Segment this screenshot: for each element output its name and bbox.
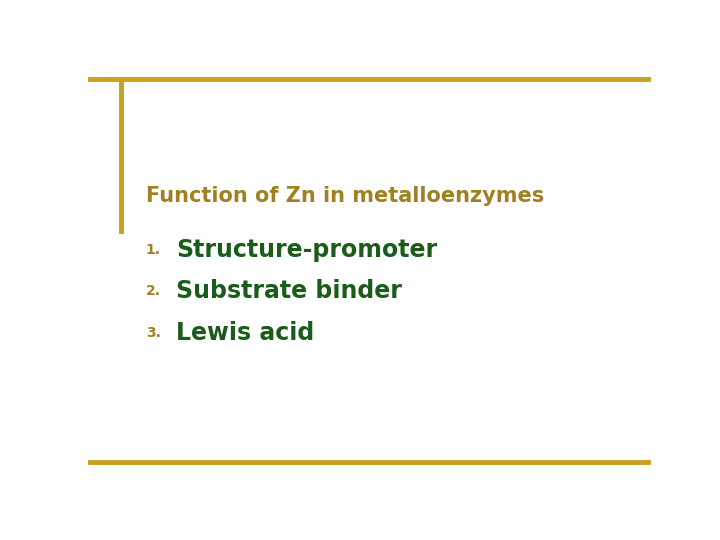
Text: Function of Zn in metalloenzymes: Function of Zn in metalloenzymes xyxy=(145,186,544,206)
Text: 3.: 3. xyxy=(145,326,161,340)
Text: Lewis acid: Lewis acid xyxy=(176,321,315,345)
Text: Structure-promoter: Structure-promoter xyxy=(176,238,438,262)
Text: 1.: 1. xyxy=(145,243,161,257)
Text: 2.: 2. xyxy=(145,285,161,299)
Text: Substrate binder: Substrate binder xyxy=(176,279,402,303)
